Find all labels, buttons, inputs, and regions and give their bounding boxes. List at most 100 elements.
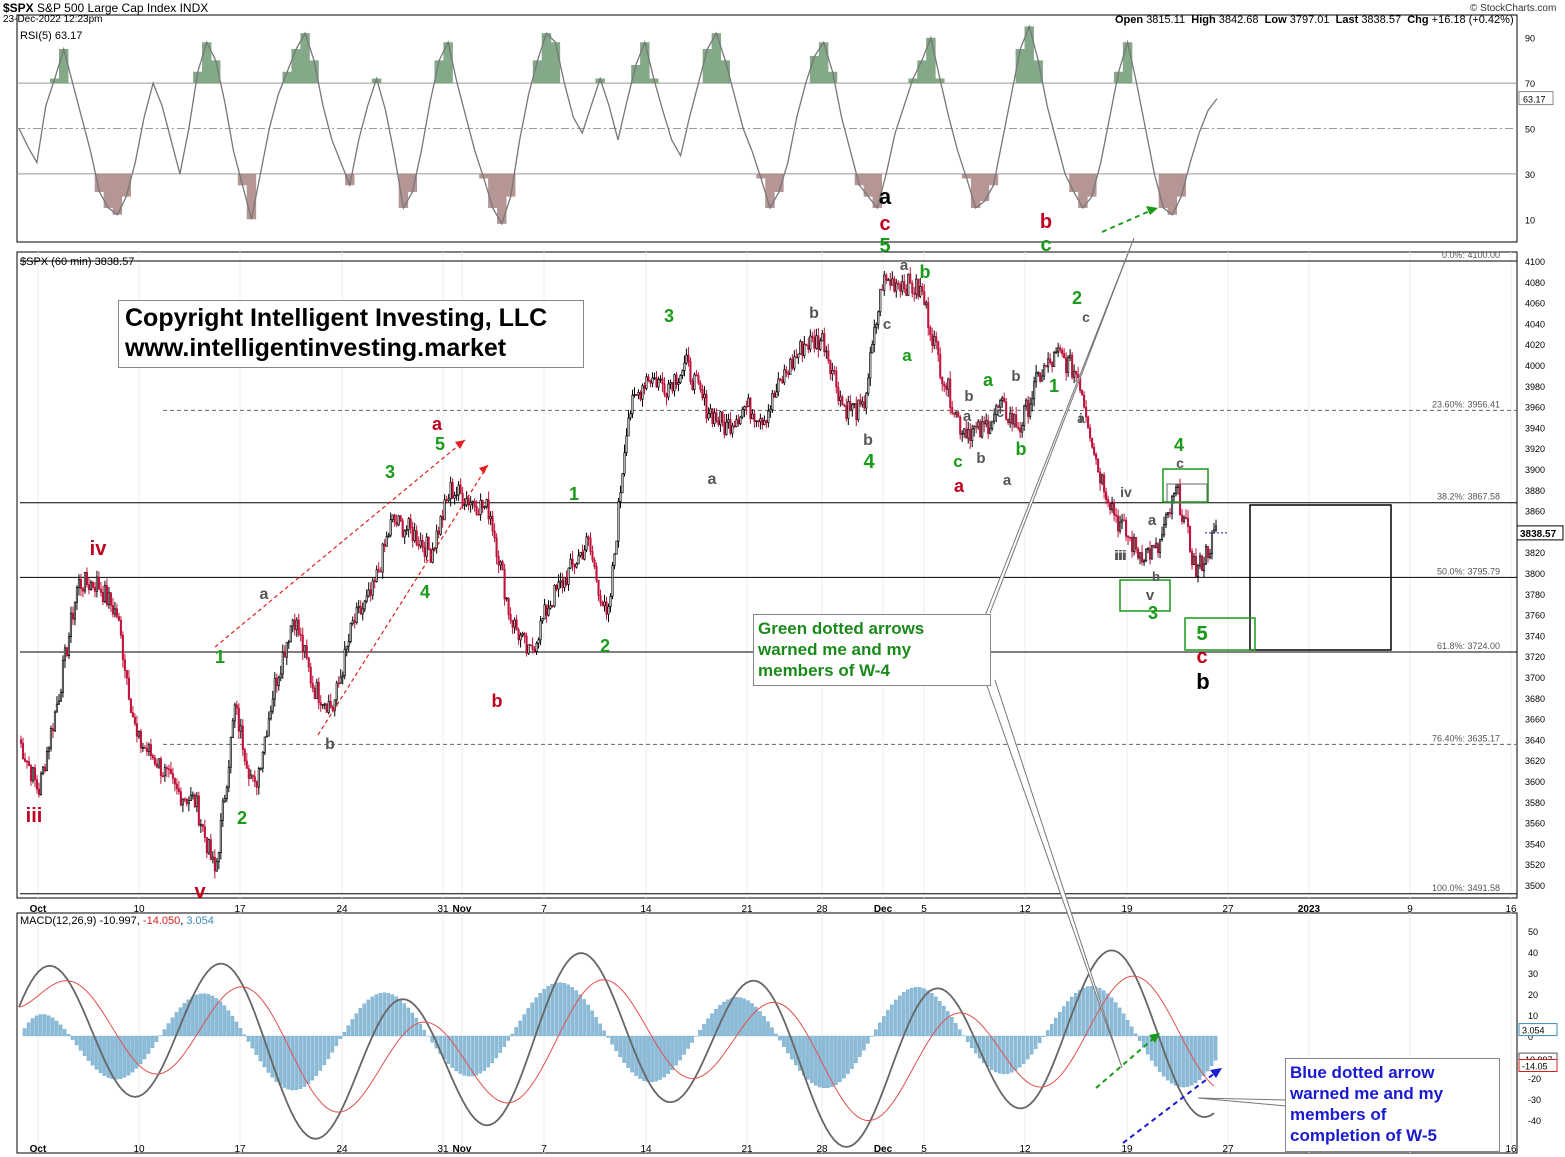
candle-body — [909, 273, 912, 284]
candle-body — [891, 278, 894, 286]
candle-body — [721, 411, 724, 423]
candle-body — [683, 362, 686, 371]
candle-body — [479, 499, 482, 515]
candle-body — [591, 551, 594, 561]
macd-hist-bar — [338, 1035, 343, 1039]
macd-hist-bar — [86, 1035, 91, 1061]
candle-body — [957, 411, 960, 418]
candle-body — [79, 579, 82, 589]
candle-body — [543, 604, 546, 620]
macd-x-tick-label: Dec — [874, 1144, 893, 1155]
candle-body — [497, 556, 500, 566]
candle-body — [295, 619, 298, 631]
macd-hist-bar — [734, 997, 738, 1037]
macd-hist-bar — [1133, 1033, 1138, 1037]
price-x-tick-label: 19 — [1121, 904, 1133, 915]
candle-body — [557, 581, 560, 590]
candle-body — [995, 405, 998, 415]
candle-body — [713, 412, 716, 424]
macd-hist-bar — [1034, 1035, 1038, 1049]
macd-hist-bar — [66, 1034, 71, 1037]
macd-hist-bar — [386, 993, 391, 1037]
macd-last-value: -14.05 — [1522, 1062, 1548, 1072]
price-x-tick-label: 12 — [1019, 904, 1031, 915]
wave-label: c — [996, 404, 1004, 421]
price-x-tick-label: 21 — [741, 904, 753, 915]
macd-hist-bar — [214, 998, 219, 1037]
candle-body — [483, 506, 486, 509]
candle-body — [181, 798, 184, 806]
candle-body — [213, 856, 216, 872]
macd-y-tick-label: -30 — [1528, 1095, 1541, 1105]
candle-body — [307, 657, 310, 668]
macd-hist-bar — [586, 1004, 590, 1037]
candle-body — [389, 519, 392, 536]
macd-signal-line — [18, 975, 1215, 1122]
macd-hist-bar — [878, 1022, 882, 1037]
macd-hist-bar — [74, 1035, 79, 1046]
candle-body — [1164, 514, 1168, 525]
macd-hist-bar — [474, 1035, 478, 1076]
candle-body — [37, 788, 41, 795]
macd-hist-bar — [970, 1035, 974, 1048]
macd-hist-bar — [362, 1003, 367, 1037]
candle-body — [851, 404, 854, 411]
candle-body — [115, 608, 118, 617]
macd-hist-bar — [938, 1000, 942, 1037]
candle-body — [335, 682, 338, 701]
candle-body — [673, 374, 676, 392]
macd-hist-bar — [874, 1029, 878, 1037]
macd-hist-bar — [454, 1035, 458, 1072]
candle-body — [655, 377, 658, 388]
candle-body — [131, 712, 134, 718]
candle-body — [765, 420, 768, 423]
candle-body — [1168, 512, 1172, 514]
macd-hist-bar — [1053, 1017, 1058, 1037]
candle-body — [303, 645, 306, 653]
candle-body — [395, 522, 398, 526]
price-y-tick-label: 3880 — [1525, 486, 1545, 496]
macd-hist-bar — [354, 1013, 359, 1037]
candle-body — [1021, 425, 1024, 433]
macd-hist-bar — [1185, 1035, 1190, 1087]
candle-body — [425, 536, 428, 557]
candle-body — [39, 773, 43, 795]
macd-hist-bar — [862, 1035, 866, 1051]
candle-body — [193, 794, 196, 808]
macd-x-tick-label: 16 — [1505, 1144, 1517, 1155]
macd-hist-bar — [666, 1035, 670, 1074]
candle-body — [733, 425, 736, 428]
candle-body — [129, 698, 132, 714]
macd-hist-bar — [138, 1035, 143, 1065]
candle-body — [621, 473, 624, 494]
candle-body — [1200, 555, 1204, 572]
macd-hist-bar — [110, 1035, 115, 1080]
candle-body — [191, 794, 194, 797]
macd-hist-bar — [50, 1017, 55, 1037]
macd-hist-bar — [838, 1035, 842, 1083]
candle-body — [99, 588, 102, 593]
candle-body — [593, 559, 596, 567]
macd-x-tick-label: 27 — [1222, 1144, 1234, 1155]
candle-body — [1009, 412, 1012, 423]
price-x-tick-label: 5 — [921, 904, 927, 915]
candle-body — [503, 569, 506, 600]
candle-body — [1043, 365, 1046, 377]
candle-body — [629, 413, 632, 419]
candle-body — [877, 311, 880, 325]
macd-hist-bar — [242, 1034, 247, 1037]
price-x-tick-label: Oct — [30, 904, 47, 915]
wave-label: a — [902, 346, 912, 365]
candle-body — [1047, 358, 1050, 368]
candle-body — [769, 408, 772, 412]
candle-body — [717, 420, 720, 425]
candle-body — [1065, 357, 1068, 373]
candle-body — [1097, 458, 1100, 473]
macd-hist-bar — [142, 1035, 147, 1060]
macd-hist-bar — [742, 998, 746, 1037]
macd-hist-bar — [314, 1035, 319, 1076]
macd-hist-bar — [430, 1035, 435, 1043]
blue-note-line-1: Blue dotted arrow — [1290, 1063, 1435, 1082]
candle-body — [603, 601, 606, 607]
candle-body — [171, 773, 174, 779]
